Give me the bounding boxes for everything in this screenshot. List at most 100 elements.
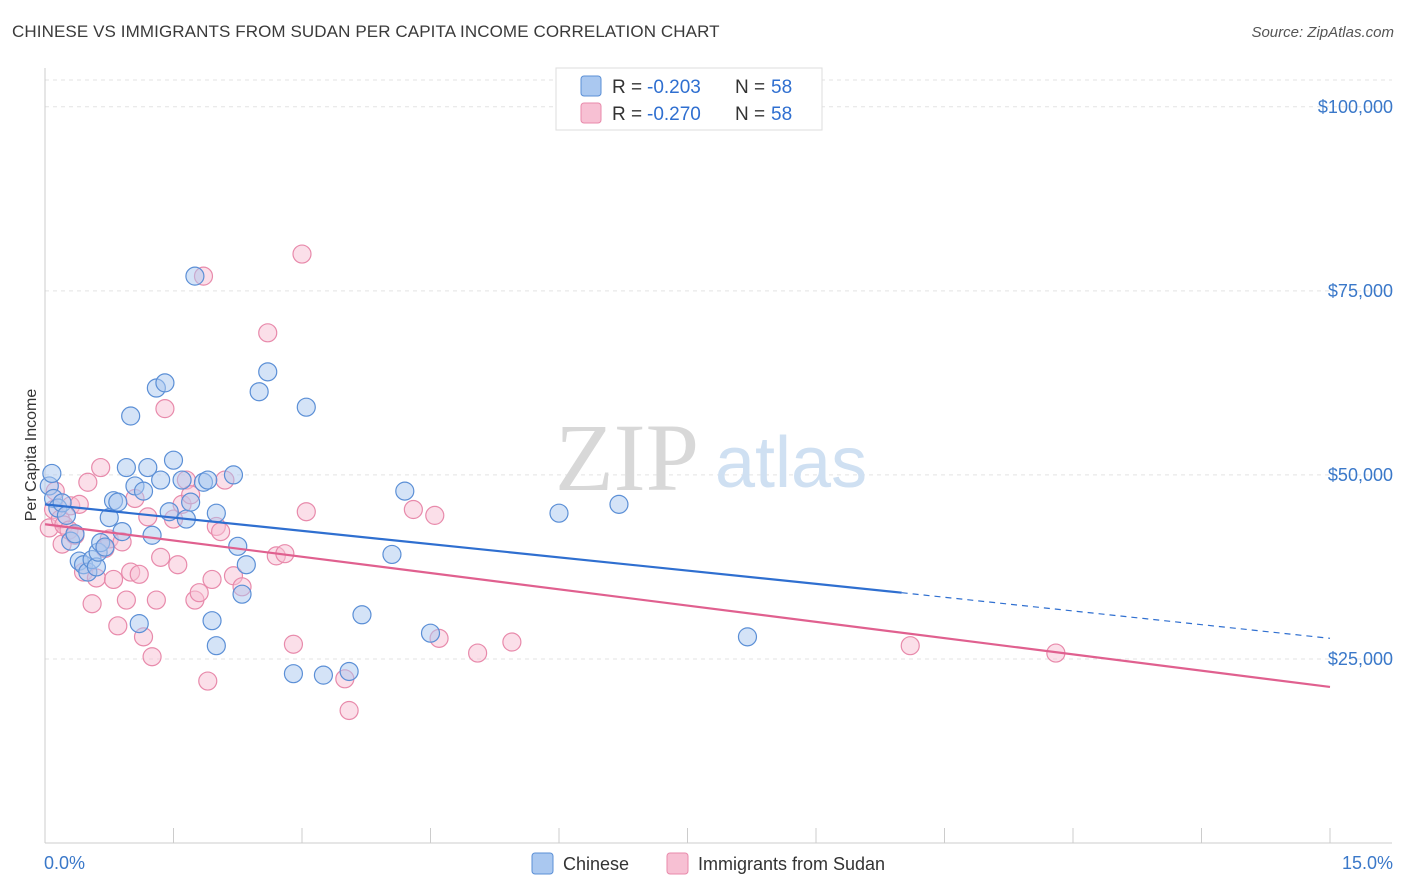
chinese-point <box>420 623 441 643</box>
sudan-point <box>151 547 171 567</box>
x-tick-min: 0.0% <box>44 853 85 873</box>
chinese-point <box>236 555 256 575</box>
bottom-legend-swatch-sudan <box>666 852 689 875</box>
legend-r-label-chinese: R = <box>612 77 642 98</box>
chinese-point <box>296 397 316 417</box>
sudan-point <box>425 505 445 525</box>
trend-line-sudan <box>44 523 1331 689</box>
x-tick-max: 15.0% <box>1342 853 1393 873</box>
chinese-point <box>116 457 136 478</box>
legend-r-value-sudan: -0.270 <box>647 104 701 125</box>
y-tick-label: $75,000 <box>1328 281 1393 301</box>
chinese-point <box>133 481 154 501</box>
legend-n-value-chinese: 58 <box>771 77 792 98</box>
legend-swatch-chinese <box>580 75 602 97</box>
chinese-point <box>185 266 205 286</box>
sudan-point <box>78 472 98 492</box>
series-chinese-points <box>39 266 758 685</box>
trend-line-chinese <box>44 503 902 594</box>
sudan-point <box>283 634 304 654</box>
chinese-point <box>206 503 226 523</box>
sudan-point <box>258 323 278 343</box>
bottom-legend-swatch-chinese <box>531 852 554 875</box>
chinese-point <box>609 494 629 514</box>
bottom-legend-label-chinese: Chinese <box>563 854 629 874</box>
chinese-point <box>181 492 201 512</box>
chinese-point <box>249 382 269 402</box>
y-tick-label: $50,000 <box>1328 465 1393 485</box>
sudan-point <box>91 457 111 478</box>
trend-line-chinese-extrapolated <box>901 592 1331 639</box>
trend-lines <box>44 503 1331 689</box>
legend-r-label-sudan: R = <box>612 104 642 125</box>
chinese-point <box>138 457 158 478</box>
y-tick-labels: $25,000 $50,000 $75,000 $100,000 <box>1318 97 1393 669</box>
chinese-point <box>313 665 334 685</box>
y-tick-label: $100,000 <box>1318 97 1393 117</box>
sudan-point <box>146 590 166 610</box>
sudan-point <box>138 507 158 527</box>
legend-swatch-sudan <box>580 102 602 124</box>
sudan-point <box>198 671 218 691</box>
chinese-point <box>283 664 304 684</box>
chart-title: CHINESE VS IMMIGRANTS FROM SUDAN PER CAP… <box>12 22 720 41</box>
sudan-point <box>403 499 423 520</box>
y-tick-label: $25,000 <box>1328 649 1393 669</box>
sudan-point <box>103 569 124 590</box>
bottom-legend-label-sudan: Immigrants from Sudan <box>698 854 885 874</box>
sudan-point <box>468 643 488 663</box>
chinese-point <box>549 503 569 523</box>
watermark-atlas: atlas <box>715 423 867 503</box>
chinese-point <box>352 605 372 625</box>
chinese-point <box>223 465 244 485</box>
chinese-point <box>112 521 132 542</box>
chinese-point <box>172 470 192 490</box>
sudan-point <box>129 564 149 584</box>
sudan-point <box>296 502 316 522</box>
legend-r-value-chinese: -0.203 <box>647 77 701 98</box>
sudan-point <box>189 583 209 603</box>
chinese-point <box>163 450 184 470</box>
source-credit: Source: ZipAtlas.com <box>1251 24 1394 41</box>
sudan-point <box>211 521 231 542</box>
chinese-point <box>42 463 62 484</box>
chinese-point <box>395 481 415 501</box>
y-axis-label: Per Capita Income <box>23 389 40 522</box>
chinese-point <box>232 584 252 604</box>
watermark: ZIP atlas <box>555 404 867 511</box>
sudan-point <box>900 636 920 656</box>
sudan-point <box>108 616 128 636</box>
axes <box>44 68 1392 844</box>
legend-n-label-chinese: N = <box>735 77 765 98</box>
chinese-point <box>151 470 171 490</box>
sudan-point <box>202 569 222 590</box>
chinese-point <box>382 544 402 565</box>
chinese-point <box>155 373 175 393</box>
sudan-point <box>142 647 162 667</box>
chinese-point <box>258 362 278 382</box>
chinese-point <box>198 470 218 490</box>
chinese-point <box>129 614 149 634</box>
legend-n-value-sudan: 58 <box>771 104 792 125</box>
chinese-point <box>56 505 77 525</box>
chinese-point <box>108 492 128 512</box>
sudan-point <box>292 244 312 264</box>
chinese-point <box>142 525 162 545</box>
sudan-point <box>116 590 136 610</box>
chinese-point <box>228 536 248 556</box>
sudan-point <box>168 555 188 575</box>
sudan-point <box>82 594 102 614</box>
watermark-zip: ZIP <box>555 404 699 511</box>
legend-top: R = -0.203 N = 58 R = -0.270 N = 58 <box>555 67 823 131</box>
chinese-point <box>206 636 226 656</box>
chinese-point <box>95 537 115 557</box>
chinese-point <box>339 661 359 682</box>
chinese-point <box>737 627 758 647</box>
chinese-point <box>202 611 222 631</box>
legend-n-label-sudan: N = <box>735 104 765 125</box>
legend-bottom: Chinese Immigrants from Sudan <box>531 852 885 875</box>
sudan-point <box>155 399 175 419</box>
chinese-point <box>121 406 141 426</box>
sudan-point <box>339 700 359 721</box>
